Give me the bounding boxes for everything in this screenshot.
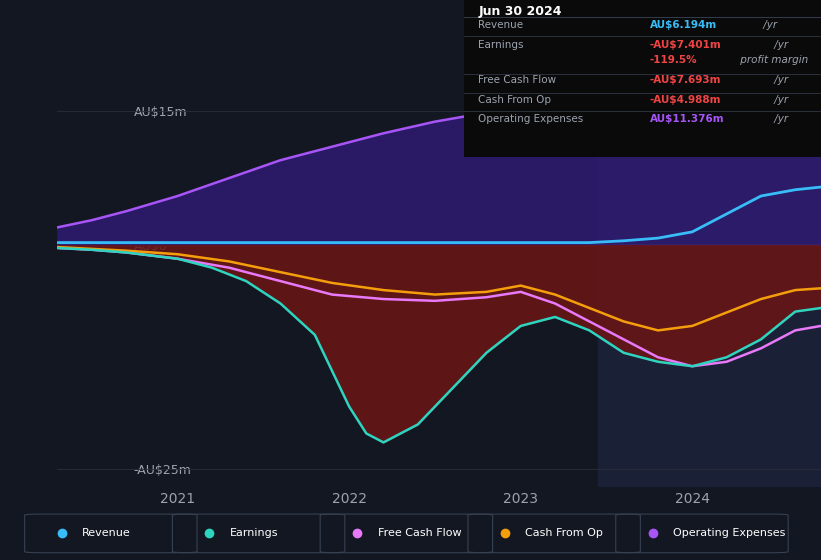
- Text: Operating Expenses: Operating Expenses: [673, 529, 786, 538]
- Text: -119.5%: -119.5%: [649, 55, 697, 66]
- Text: Earnings: Earnings: [478, 40, 524, 50]
- Bar: [598, 84, 821, 487]
- Text: AU$6.194m: AU$6.194m: [649, 20, 717, 30]
- Text: Operating Expenses: Operating Expenses: [478, 114, 584, 124]
- Text: Free Cash Flow: Free Cash Flow: [478, 76, 557, 86]
- Text: /yr: /yr: [771, 95, 788, 105]
- Text: -AU$7.693m: -AU$7.693m: [649, 76, 721, 86]
- Text: Revenue: Revenue: [82, 529, 131, 538]
- Text: /yr: /yr: [771, 40, 788, 50]
- Text: Free Cash Flow: Free Cash Flow: [378, 529, 461, 538]
- Text: Cash From Op: Cash From Op: [525, 529, 603, 538]
- Text: -AU$7.401m: -AU$7.401m: [649, 40, 722, 50]
- Text: Revenue: Revenue: [478, 20, 523, 30]
- Text: Cash From Op: Cash From Op: [478, 95, 551, 105]
- Text: /yr: /yr: [771, 114, 788, 124]
- Text: /yr: /yr: [759, 20, 777, 30]
- Text: Jun 30 2024: Jun 30 2024: [478, 5, 562, 18]
- Text: AU$11.376m: AU$11.376m: [649, 114, 724, 124]
- Text: /yr: /yr: [771, 76, 788, 86]
- Text: -AU$4.988m: -AU$4.988m: [649, 95, 721, 105]
- Text: Earnings: Earnings: [230, 529, 278, 538]
- Text: profit margin: profit margin: [736, 55, 808, 66]
